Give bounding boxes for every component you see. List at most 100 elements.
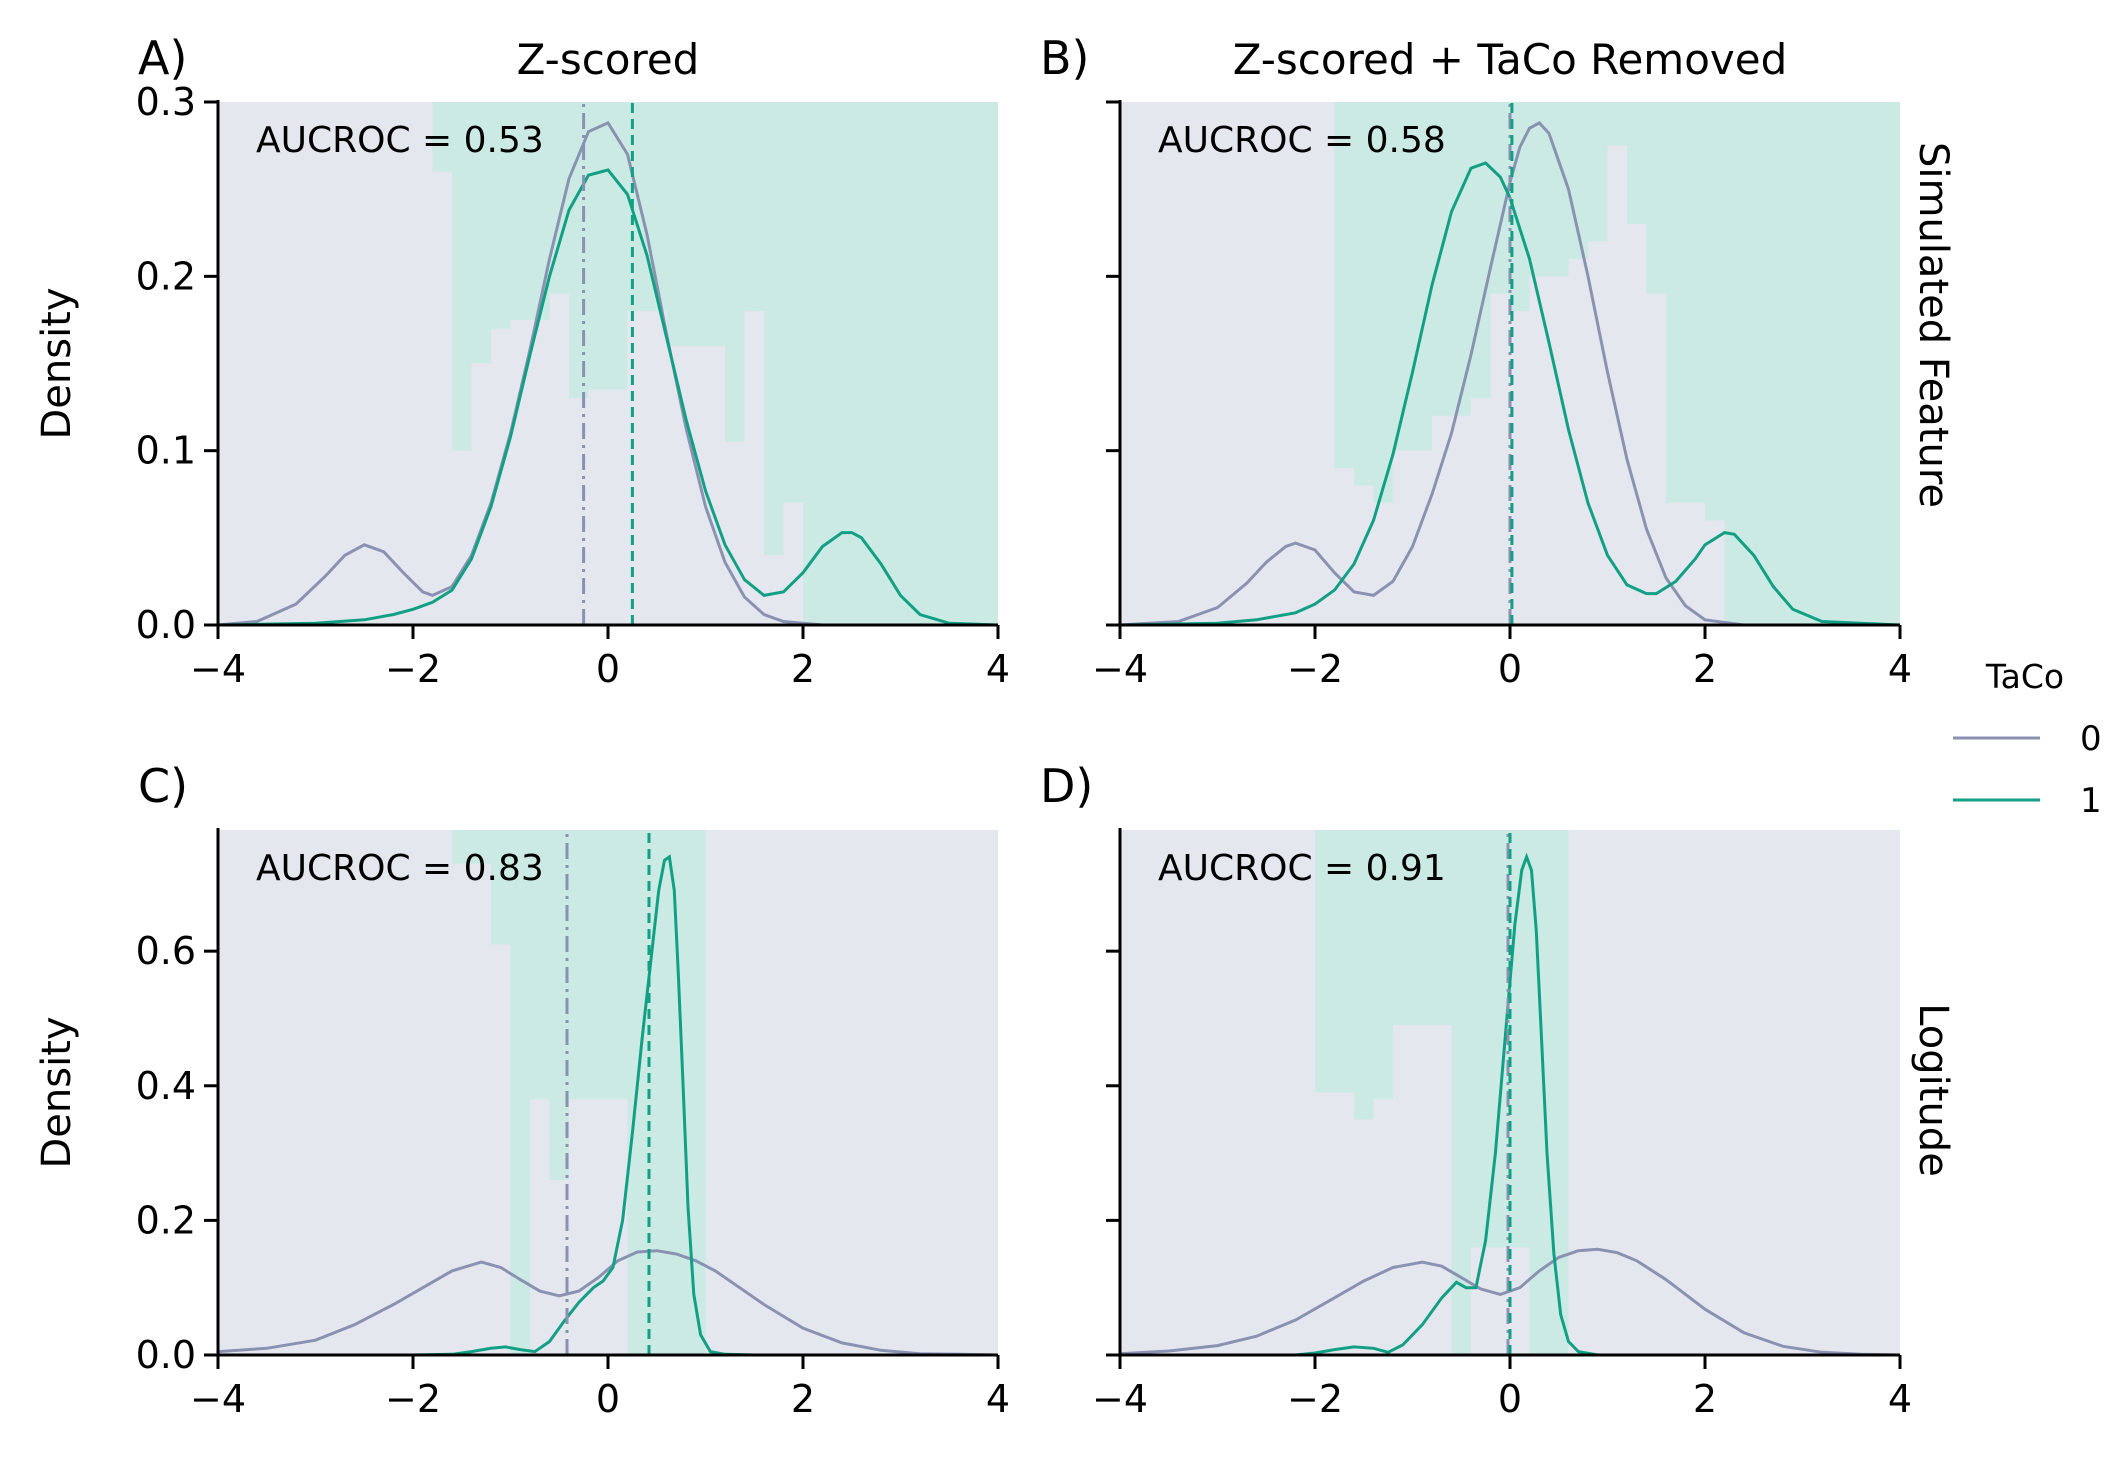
y-tick-label: 0.6: [136, 929, 196, 973]
background-bin-3: [471, 102, 491, 364]
background-bin-8: [569, 102, 589, 399]
y-tick-label: 0.2: [136, 1198, 196, 1242]
density-line-taco-1: [218, 854, 998, 1357]
x-tick-label: 2: [791, 647, 815, 691]
density-line-taco-1: [217, 168, 999, 627]
background-bin-18: [1666, 102, 1686, 503]
legend: TaCo 0 1: [1953, 657, 2102, 821]
x-tick-label: 2: [1693, 1377, 1717, 1421]
background-bin-1: [452, 830, 491, 864]
background-bin-19: [1685, 102, 1705, 503]
background-bin-4: [530, 830, 550, 1100]
background-bin-12: [1549, 102, 1569, 277]
background-bin-7: [549, 102, 569, 294]
panel-1: −4 −2 0 2 4 0.0 0.1 0.2 0.3A) Z-scored AUCROC = 0.…: [34, 31, 1010, 691]
background-bin-5: [1412, 102, 1432, 451]
density-line-taco-1: [1119, 161, 1901, 627]
y-tick-label: 0.4: [136, 1064, 196, 1108]
background-bin-20: [1705, 102, 1725, 521]
background-bin-3: [1373, 102, 1393, 503]
panel-title: Z-scored: [517, 35, 700, 84]
aucroc-annotation: AUCROC = 0.53: [256, 120, 544, 161]
x-tick-label: −2: [385, 647, 441, 691]
x-tick-label: −4: [1092, 1377, 1148, 1421]
y-axis-label: Density: [34, 287, 80, 439]
background-bin-15: [1607, 102, 1627, 146]
background-bin-5: [1393, 830, 1413, 1026]
background-bin-8: [1471, 830, 1491, 1248]
background-bin-1: [1315, 830, 1335, 1093]
panel-label: C): [138, 759, 188, 813]
panel-4: −4 −2 0 2 4 D) AUCROC = 0.91: [1040, 759, 1912, 1421]
background-bin-2: [1334, 830, 1354, 1093]
y-tick-label: 0.0: [136, 603, 196, 647]
background-bin-2: [491, 830, 511, 945]
row-label-bottom: Logitude: [1910, 1003, 1956, 1177]
background-bin-4: [1393, 102, 1413, 451]
legend-label-0: 0: [2080, 719, 2102, 759]
background-bin-6: [1432, 102, 1452, 416]
x-tick-label: 0: [1498, 647, 1522, 691]
x-tick-label: 0: [596, 647, 620, 691]
background-bin-16: [1627, 102, 1647, 225]
panel-label: D): [1040, 759, 1093, 813]
background-bin-14: [1588, 102, 1608, 242]
x-tick-label: 4: [1888, 647, 1912, 691]
density-line-taco-0: [217, 1249, 999, 1357]
legend-title: TaCo: [1985, 657, 2064, 696]
background-bin-13: [1568, 102, 1588, 259]
x-tick-label: 2: [1693, 647, 1717, 691]
background-bin-8: [608, 830, 628, 1100]
x-tick-label: 4: [1888, 1377, 1912, 1421]
row-label-top: Simulated Feature: [1910, 142, 1956, 508]
y-tick-label: 0.2: [136, 254, 196, 298]
background-bin-19: [783, 102, 803, 503]
x-tick-label: −2: [385, 1377, 441, 1421]
background-bin-9: [588, 102, 608, 390]
panel-3: −4 −2 0 2 4 0.0 0.2 0.4 0.6 C) AUCROC = 0.83 Densit…: [34, 759, 1010, 1421]
background-bin-15: [705, 102, 725, 347]
background-bin-7: [1451, 830, 1471, 1355]
x-tick-label: 0: [1498, 1377, 1522, 1421]
panel-label: B): [1040, 31, 1090, 85]
background-bin-6: [1412, 830, 1452, 1026]
background-bin-20: [803, 102, 998, 625]
density-line-taco-0: [1119, 1247, 1901, 1357]
x-tick-label: −4: [190, 647, 246, 691]
background-bin-21: [1724, 102, 1900, 625]
background-bin-14: [686, 102, 706, 347]
background-bin-10: [666, 830, 706, 1355]
x-tick-label: −4: [190, 1377, 246, 1421]
x-tick-label: −2: [1287, 1377, 1343, 1421]
background-bin-1: [1334, 102, 1354, 469]
background-bin-3: [1354, 830, 1374, 1120]
panel-label: A): [138, 31, 187, 85]
y-tick-label: 0.1: [136, 429, 196, 473]
background-bin-10: [1510, 102, 1530, 312]
background-bin-9: [627, 830, 667, 1355]
x-tick-label: −4: [1092, 647, 1148, 691]
panels: −4 −2 0 2 4 0.0 0.1 0.2 0.3A) Z-scored AUCROC = 0.…: [34, 31, 1912, 1421]
y-tick-label: 0.0: [136, 1333, 196, 1377]
background-bin-8: [1471, 102, 1491, 399]
background-bin-1: [432, 102, 452, 172]
background-bin-16: [725, 102, 745, 442]
y-axis-label: Density: [34, 1016, 80, 1168]
aucroc-annotation: AUCROC = 0.91: [1158, 848, 1446, 889]
background-bin-4: [1373, 830, 1393, 1100]
aucroc-annotation: AUCROC = 0.83: [256, 848, 544, 889]
density-line-taco-0: [217, 120, 998, 627]
panel-title: Z-scored + TaCo Removed: [1233, 35, 1788, 84]
density-line-taco-0: [1119, 121, 1900, 627]
background-bin-5: [510, 102, 530, 320]
background-bin-10: [608, 102, 628, 390]
legend-label-1: 1: [2080, 781, 2102, 821]
x-tick-label: 2: [791, 1377, 815, 1421]
background-bin-13: [666, 102, 686, 347]
panel-2: −4 −2 0 2 4 B) Z-scored + TaCo Removed AUCROC =…: [1040, 31, 1912, 691]
x-tick-label: −2: [1287, 647, 1343, 691]
x-tick-label: 4: [986, 647, 1010, 691]
background-bin-2: [1354, 102, 1374, 486]
background-bin-5: [549, 830, 569, 1180]
background-bin-17: [1646, 102, 1666, 294]
